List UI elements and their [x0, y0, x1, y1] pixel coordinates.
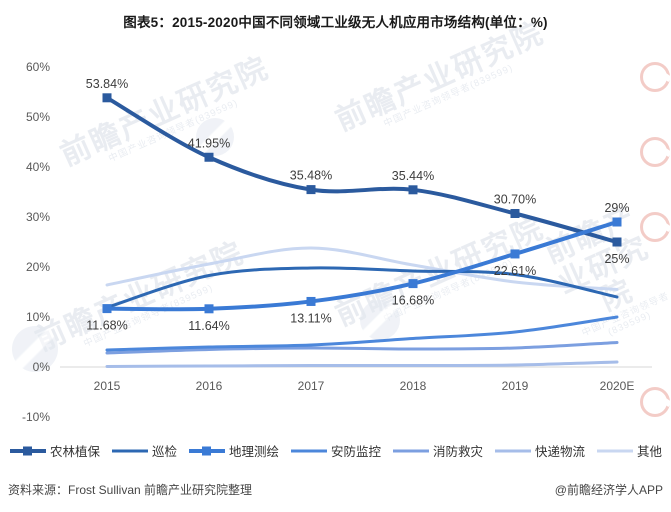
legend-line-icon	[597, 449, 634, 452]
footer: 资料来源：Frost Sullivan 前瞻产业研究院整理 @前瞻经济学人APP	[8, 481, 663, 498]
svg-text:53.84%: 53.84%	[86, 77, 128, 91]
legend-item-0[interactable]: 农林植保	[9, 441, 100, 460]
svg-text:35.48%: 35.48%	[290, 169, 332, 183]
svg-text:35.44%: 35.44%	[392, 169, 434, 183]
line-chart: 60% 50% 40% 30% 20% 10% 0% -10% 2015 2016 2017 2018…	[22, 60, 652, 424]
svg-text:30.70%: 30.70%	[494, 193, 536, 207]
svg-text:0%: 0%	[33, 360, 51, 374]
svg-text:40%: 40%	[26, 160, 50, 174]
legend-item-6[interactable]: 其他	[596, 441, 662, 460]
svg-text:2017: 2017	[298, 379, 325, 393]
svg-text:29%: 29%	[604, 201, 629, 215]
legend-line-icon	[290, 449, 327, 452]
svg-text:25%: 25%	[604, 252, 629, 266]
source-note: 资料来源：Frost Sullivan 前瞻产业研究院整理	[8, 483, 253, 497]
svg-text:11.68%: 11.68%	[86, 319, 127, 333]
svg-text:50%: 50%	[26, 110, 50, 124]
svg-text:60%: 60%	[26, 60, 50, 74]
svg-text:2018: 2018	[400, 379, 427, 393]
svg-text:2019: 2019	[502, 379, 529, 393]
svg-text:41.95%: 41.95%	[188, 136, 230, 150]
svg-text:13.11%: 13.11%	[290, 311, 331, 325]
legend: 农林植保 巡检 地理测绘 安防监控 消防救灾 快递物流 其他	[0, 441, 671, 460]
svg-text:22.61%: 22.61%	[494, 264, 536, 278]
legend-line-icon	[495, 449, 532, 452]
svg-text:16.68%: 16.68%	[392, 294, 434, 308]
legend-label: 农林植保	[49, 445, 100, 459]
credit-note: @前瞻经济学人APP	[554, 483, 663, 497]
svg-text:2016: 2016	[196, 379, 223, 393]
svg-text:30%: 30%	[26, 210, 50, 224]
legend-line-icon	[9, 446, 46, 455]
legend-item-1[interactable]: 巡检	[111, 441, 177, 460]
svg-text:20%: 20%	[26, 260, 50, 274]
svg-text:2015: 2015	[94, 379, 121, 393]
legend-label: 地理测绘	[228, 445, 279, 459]
svg-text:2020E: 2020E	[600, 379, 635, 393]
svg-text:10%: 10%	[26, 310, 50, 324]
legend-line-icon	[393, 449, 429, 452]
legend-label: 快递物流	[535, 445, 586, 459]
legend-label: 消防救灾	[433, 445, 484, 459]
legend-item-3[interactable]: 安防监控	[290, 441, 381, 460]
chart-title: 图表5：2015-2020中国不同领域工业级无人机应用市场结构(单位：%)	[123, 15, 548, 30]
legend-label: 巡检	[151, 445, 177, 459]
legend-line-icon	[111, 449, 148, 452]
legend-item-4[interactable]: 消防救灾	[392, 441, 483, 460]
legend-line-icon	[188, 446, 225, 455]
svg-text:-10%: -10%	[22, 410, 50, 424]
legend-item-5[interactable]: 快递物流	[494, 441, 585, 460]
legend-label: 其他	[637, 445, 663, 459]
svg-text:11.64%: 11.64%	[188, 319, 229, 333]
legend-label: 安防监控	[330, 445, 381, 459]
legend-item-2[interactable]: 地理测绘	[188, 441, 279, 460]
